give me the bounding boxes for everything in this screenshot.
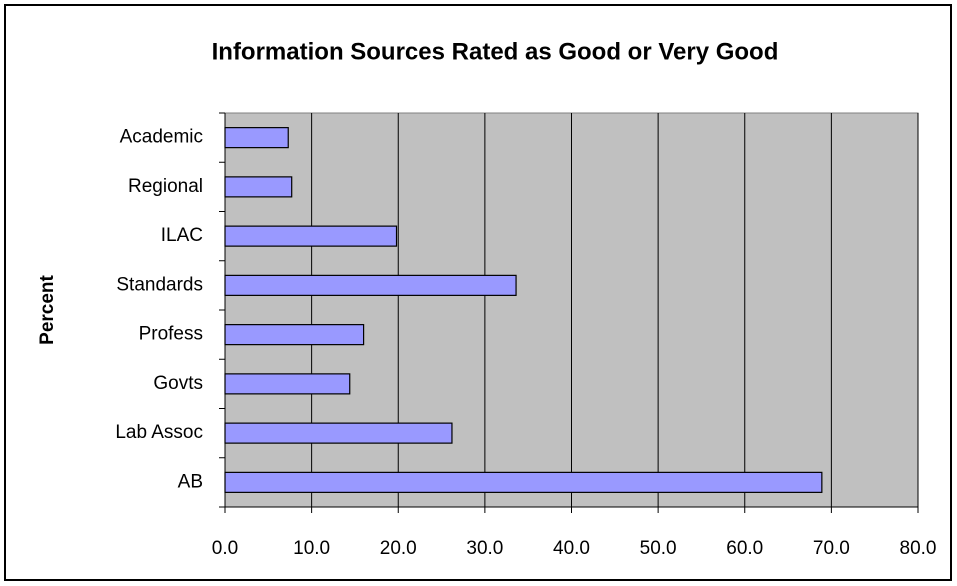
- y-tick-label: AB: [178, 471, 203, 492]
- bar: [224, 324, 365, 346]
- y-tick-label: Regional: [128, 176, 203, 197]
- y-tick-label: Profess: [139, 324, 203, 345]
- x-tick-label: 60.0: [726, 538, 763, 559]
- y-tick-label: Lab Assoc: [115, 422, 203, 443]
- x-tick-label: 10.0: [293, 538, 330, 559]
- x-tick-label: 50.0: [640, 538, 677, 559]
- x-tick-label: 80.0: [900, 538, 937, 559]
- x-tick-label: 0.0: [212, 538, 238, 559]
- bar: [224, 176, 293, 198]
- bar: [224, 373, 351, 395]
- x-tick-label: 40.0: [553, 538, 590, 559]
- y-tick-label: Academic: [120, 127, 203, 148]
- bar: [224, 225, 398, 247]
- y-tick-label: Standards: [116, 274, 203, 295]
- chart-title: Information Sources Rated as Good or Ver…: [212, 38, 779, 65]
- y-tick-label: ILAC: [161, 225, 203, 246]
- bar: [224, 471, 823, 493]
- x-tick-label: 70.0: [813, 538, 850, 559]
- bar: [224, 274, 517, 296]
- bar: [224, 127, 289, 149]
- axis-label: Percent: [37, 274, 58, 344]
- x-tick-label: 30.0: [466, 538, 503, 559]
- bar: [224, 422, 453, 444]
- y-tick-label: Govts: [153, 373, 203, 394]
- x-tick-label: 20.0: [380, 538, 417, 559]
